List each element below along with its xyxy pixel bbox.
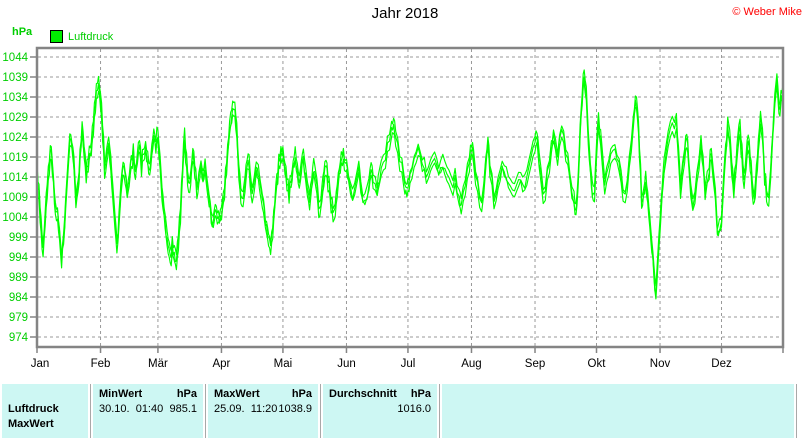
x-month-label: Dez	[711, 358, 732, 370]
x-month-label: Nov	[650, 358, 671, 370]
durchschnitt-unit: hPa	[410, 388, 431, 400]
table-row-header-cell: Luftdruck MaxWert	[2, 384, 88, 438]
x-month-label: Jan	[31, 358, 50, 370]
durchschnitt-value: 1016.0	[397, 403, 431, 415]
summary-table: Luftdruck MaxWert MinWert hPa 30.10. 01:…	[2, 384, 799, 438]
y-tick-label: 1014	[2, 172, 28, 184]
y-axis-unit-label: hPa	[12, 26, 33, 38]
y-tick-label: 984	[9, 292, 29, 304]
table-divider	[320, 384, 321, 438]
minwert-header: MinWert	[99, 388, 143, 400]
table-cell-maxwert: MaxWert hPa 25.09. 11:20 1038.9	[208, 384, 318, 438]
y-tick-label: 1004	[2, 212, 28, 224]
durchschnitt-header: Durchschnitt	[329, 388, 397, 400]
row-header-luftdruck: Luftdruck	[8, 403, 59, 415]
page-title: Jahr 2018	[371, 5, 439, 22]
y-tick-label: 1019	[2, 152, 28, 164]
x-month-label: Mär	[148, 358, 168, 370]
x-month-label: Feb	[91, 358, 111, 370]
y-tick-label: 989	[9, 272, 28, 284]
y-tick-label: 999	[9, 232, 28, 244]
table-cell-minwert: MinWert hPa 30.10. 01:40 985.1	[93, 384, 203, 438]
x-month-label: Okt	[588, 358, 607, 370]
x-month-label: Aug	[461, 358, 481, 370]
minwert-value: 985.1	[169, 403, 197, 415]
table-cell-durchschnitt: Durchschnitt hPa 1016.0	[323, 384, 437, 438]
x-month-label: Jun	[337, 358, 356, 370]
minwert-unit: hPa	[176, 388, 197, 400]
y-tick-label: 1024	[2, 132, 28, 144]
table-divider	[796, 384, 797, 438]
legend: Luftdruck	[50, 30, 113, 43]
legend-swatch-icon	[50, 30, 63, 43]
copyright-text: © Weber Mike	[732, 6, 802, 18]
y-tick-label: 1034	[2, 92, 28, 104]
pressure-line-series	[38, 69, 782, 300]
y-tick-label: 1029	[2, 112, 28, 124]
maxwert-value: 1038.9	[278, 403, 312, 415]
maxwert-datetime: 25.09. 11:20	[214, 403, 278, 415]
row-header-maxwert: MaxWert	[8, 418, 54, 430]
y-tick-label: 1039	[2, 72, 28, 84]
maxwert-unit: hPa	[291, 388, 312, 400]
y-tick-label: 1044	[2, 52, 28, 64]
y-tick-label: 1009	[2, 192, 28, 204]
minwert-datetime: 30.10. 01:40	[99, 403, 164, 415]
x-month-label: Apr	[212, 358, 230, 370]
y-tick-label: 994	[9, 252, 29, 264]
maxwert-header: MaxWert	[214, 388, 260, 400]
table-divider	[205, 384, 206, 438]
table-cell-empty	[442, 384, 794, 438]
x-month-label: Sep	[525, 358, 545, 370]
x-month-label: Mai	[274, 358, 293, 370]
table-divider	[90, 384, 91, 438]
y-tick-label: 979	[9, 312, 28, 324]
x-month-label: Jul	[401, 358, 416, 370]
y-tick-label: 974	[9, 332, 29, 344]
pressure-chart: 1044 1039 1034 1029 1024 1019 1014 1009 1004 999 9…	[2, 46, 785, 370]
legend-label: Luftdruck	[68, 30, 114, 43]
table-divider	[439, 384, 440, 438]
